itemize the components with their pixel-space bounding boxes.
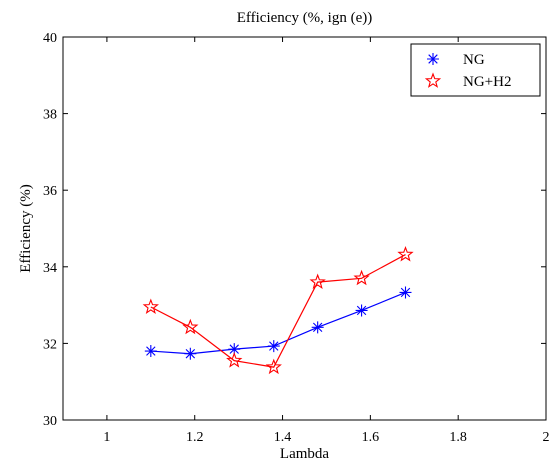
x-axis: 1 1.2 1.4 1.6 1.8 2 bbox=[103, 37, 550, 445]
plot-area bbox=[62, 36, 547, 421]
legend-label: NG+H2 bbox=[463, 74, 511, 90]
x-axis-title: Lambda bbox=[280, 446, 329, 462]
y-tick-label: 34 bbox=[43, 261, 57, 276]
y-tick-label: 40 bbox=[43, 31, 57, 46]
data-point bbox=[309, 273, 326, 290]
y-axis: 30 32 34 36 38 40 bbox=[43, 31, 546, 429]
series-layer bbox=[142, 245, 414, 375]
y-tick-label: 30 bbox=[43, 414, 57, 429]
y-tick-label: 36 bbox=[43, 184, 57, 199]
legend-label: NG bbox=[463, 52, 485, 68]
x-tick-label: 1.8 bbox=[449, 430, 467, 445]
data-point bbox=[265, 358, 282, 375]
data-point bbox=[397, 245, 414, 262]
data-point bbox=[267, 340, 280, 353]
x-tick-label: 2 bbox=[543, 430, 550, 445]
data-point bbox=[399, 286, 412, 299]
data-point bbox=[228, 343, 241, 356]
series-line bbox=[150, 254, 406, 368]
legend-marker bbox=[427, 53, 439, 65]
y-tick-label: 38 bbox=[43, 108, 57, 123]
data-point bbox=[353, 269, 370, 286]
series-ng bbox=[144, 286, 412, 360]
legend-marker bbox=[424, 72, 442, 88]
data-point bbox=[182, 318, 199, 335]
x-tick-label: 1 bbox=[103, 430, 110, 445]
legend: NG NG+H2 bbox=[410, 43, 541, 97]
data-point bbox=[355, 304, 368, 317]
data-point bbox=[142, 298, 159, 314]
y-axis-title: Efficiency (%) bbox=[18, 184, 34, 272]
series-ng-h2 bbox=[142, 245, 414, 375]
data-point bbox=[144, 345, 157, 358]
legend-box bbox=[410, 43, 541, 97]
chart-title: Efficiency (%, ign (e)) bbox=[237, 10, 373, 26]
data-point bbox=[226, 352, 243, 368]
data-point bbox=[184, 347, 197, 360]
x-tick-label: 1.4 bbox=[274, 430, 292, 445]
data-point bbox=[311, 321, 324, 334]
y-tick-label: 32 bbox=[43, 337, 57, 352]
x-tick-label: 1.2 bbox=[186, 430, 204, 445]
x-tick-label: 1.6 bbox=[362, 430, 380, 445]
